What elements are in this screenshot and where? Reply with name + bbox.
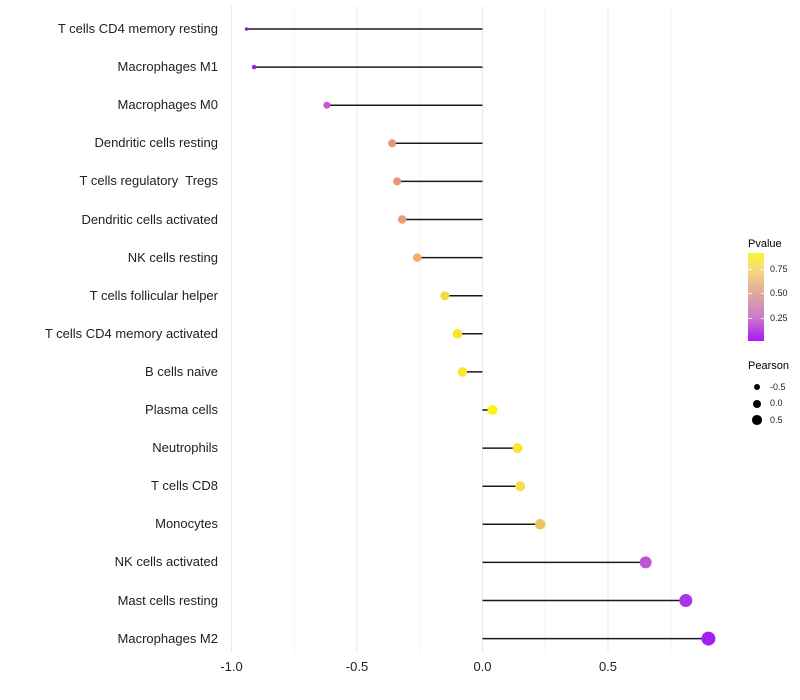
y-axis-label: Monocytes [155, 516, 218, 532]
y-axis-label: Dendritic cells activated [81, 211, 218, 227]
y-axis-label: T cells CD4 memory activated [44, 325, 218, 341]
y-axis-label: Neutrophils [152, 440, 218, 456]
colorbar-tick-mark [748, 269, 752, 271]
pearson-legend-label: 0.5 [770, 414, 783, 425]
pvalue-colorbar [748, 253, 764, 341]
pearson-legend-dot [753, 399, 761, 408]
lollipop-dot [534, 519, 546, 530]
colorbar-tick-label: 0.50 [770, 288, 788, 299]
y-axis-label: Macrophages M0 [117, 97, 218, 113]
lollipop-dot [452, 329, 463, 339]
colorbar-tick-mark [760, 317, 764, 319]
y-axis-label: NK cells resting [127, 249, 218, 265]
pearson-legend-dot [753, 383, 761, 391]
lollipop-dot [393, 177, 402, 186]
pearson-legend-title: Pearson [748, 360, 789, 372]
lollipop-dot [244, 27, 249, 31]
colorbar-tick-mark [760, 293, 764, 295]
colorbar-tick-mark [760, 269, 764, 271]
lollipop-dot [701, 631, 716, 646]
lollipop-dot [397, 215, 407, 224]
y-axis-label: Dendritic cells resting [94, 135, 218, 151]
pearson-legend-label: -0.5 [770, 381, 786, 392]
colorbar-tick-label: 0.75 [770, 264, 788, 275]
colorbar-tick-label: 0.25 [770, 312, 788, 323]
x-axis-tick-label: 0.0 [473, 659, 492, 674]
x-axis-tick-label: -0.5 [345, 659, 369, 674]
y-axis-label: T cells regulatory Tregs [79, 173, 218, 189]
lollipop-dot [251, 64, 257, 70]
lollipop-dot [679, 594, 693, 607]
colorbar-tick-mark [748, 317, 752, 319]
pearson-legend-label: 0.0 [770, 398, 783, 408]
y-axis-label: Plasma cells [145, 402, 218, 417]
y-axis-label: Mast cells resting [117, 592, 218, 608]
x-axis-tick-label: 0.5 [598, 659, 618, 674]
lollipop-dot [388, 139, 397, 148]
lollipop-dot [457, 367, 468, 377]
y-axis-label: NK cells activated [114, 554, 218, 570]
lollipop-dot [512, 443, 523, 454]
y-axis-label: T cells CD4 memory resting [57, 21, 218, 36]
colorbar-tick-mark [748, 293, 752, 295]
y-axis-label: T cells follicular helper [89, 287, 218, 303]
pearson-legend-dot [752, 415, 762, 425]
x-axis-tick-label: -1.0 [220, 659, 243, 674]
lollipop-dot [515, 481, 526, 492]
y-axis-label: B cells naive [145, 363, 218, 379]
lollipop-dot [412, 253, 422, 262]
lollipop-dot [323, 101, 331, 109]
y-axis-label: T cells CD8 [151, 478, 218, 494]
lollipop-dot [639, 556, 652, 569]
lollipop-dot [487, 405, 498, 415]
y-axis-label: Macrophages M1 [117, 59, 218, 75]
pvalue-legend-title: Pvalue [748, 238, 782, 250]
lollipop-dot [440, 291, 450, 301]
y-axis-label: Macrophages M2 [117, 630, 218, 646]
